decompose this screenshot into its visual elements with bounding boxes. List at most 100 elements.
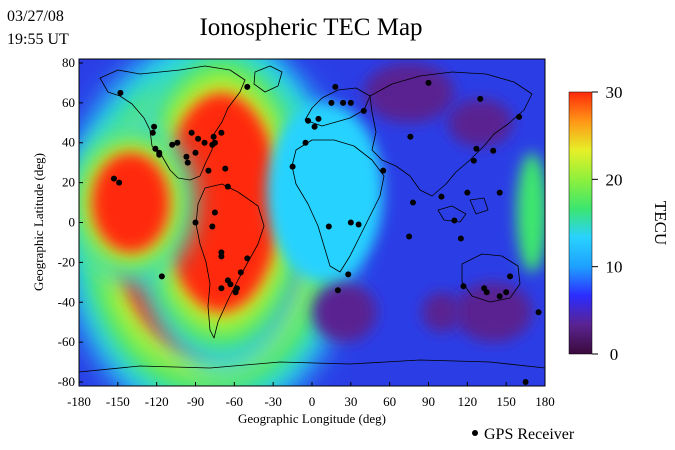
- gps-receiver-dot: [158, 273, 165, 280]
- gps-receiver-dot: [305, 117, 312, 124]
- gps-receiver-dot: [232, 289, 239, 296]
- x-tick-label: -150: [106, 394, 130, 409]
- gps-receiver-dot: [345, 271, 352, 278]
- gps-receiver-dot: [218, 285, 225, 292]
- gps-receiver-dot: [192, 149, 199, 156]
- gps-receiver-dot: [490, 147, 497, 154]
- coastlines: [79, 65, 545, 373]
- gps-receiver-dot: [360, 107, 367, 114]
- gps-receiver-dot: [460, 283, 467, 290]
- gps-receiver-dot: [149, 129, 156, 136]
- y-tick-label: -60: [58, 334, 75, 349]
- gps-receiver-dot: [328, 99, 335, 106]
- y-axis-label: Geographic Latitude (deg): [31, 153, 46, 291]
- x-tick-label: 150: [496, 394, 516, 409]
- colorbar-tick-label: 0: [610, 345, 619, 364]
- gps-receiver-dot: [224, 183, 231, 190]
- gps-receiver-dot: [218, 249, 225, 256]
- gps-receiver-dot: [516, 113, 523, 120]
- gps-receiver-dot: [244, 83, 251, 90]
- gps-receiver-dot: [406, 233, 413, 240]
- page-title: Ionospheric TEC Map: [199, 14, 422, 41]
- colorbar: [568, 91, 593, 355]
- time-label: 19:55 UT: [7, 31, 69, 48]
- gps-receiver-dot: [184, 159, 191, 166]
- gps-receiver-dot: [224, 277, 231, 284]
- tec-region: [312, 282, 377, 343]
- colorbar-tick-label: 10: [606, 258, 623, 277]
- gps-receiver-dot: [117, 89, 124, 96]
- colorbar-tick-label: 30: [606, 83, 623, 102]
- date-label: 03/27/08: [7, 8, 64, 25]
- x-tick-label: -60: [226, 394, 243, 409]
- gps-receiver-dot: [151, 123, 158, 130]
- legend: GPS Receiver: [472, 426, 575, 443]
- gps-receiver-dot: [503, 289, 510, 296]
- gps-receiver-dot: [496, 189, 503, 196]
- x-tick-label: 180: [535, 394, 555, 409]
- gps-receiver-dot: [311, 123, 318, 130]
- gps-receiver-dot: [332, 83, 339, 90]
- gps-receiver-dot: [210, 133, 217, 140]
- gps-receiver-dot: [169, 141, 176, 148]
- legend-label: GPS Receiver: [484, 426, 575, 443]
- gps-receiver-dot: [205, 167, 212, 174]
- y-axis-ticks: 80 60 40 20 0 -20 -40 -60 -80: [58, 55, 83, 389]
- gps-receiver-dot: [483, 289, 490, 296]
- x-tick-label: -180: [67, 394, 91, 409]
- colorbar-ticks: 30 20 10 0: [592, 83, 623, 364]
- x-tick-label: 0: [309, 394, 316, 409]
- gps-receiver-dot: [237, 269, 244, 276]
- x-tick-label: 90: [422, 394, 435, 409]
- gps-receiver-dot: [152, 145, 159, 152]
- y-tick-label: -20: [58, 254, 75, 269]
- gps-receiver-dot: [116, 179, 123, 186]
- y-tick-label: -40: [58, 294, 75, 309]
- x-tick-label: -120: [145, 394, 169, 409]
- gps-receiver-dot: [218, 129, 225, 136]
- colorbar-tick-label: 20: [606, 170, 623, 189]
- x-tick-label: 60: [383, 394, 396, 409]
- gps-receiver-dot: [473, 145, 480, 152]
- x-tick-label: -90: [187, 394, 204, 409]
- y-tick-label: 60: [62, 95, 75, 110]
- tec-field: [79, 59, 545, 386]
- y-tick-label: 0: [69, 215, 76, 230]
- gps-receiver-dot: [110, 175, 117, 182]
- tec-region: [516, 152, 545, 273]
- gps-receiver-dot: [438, 193, 445, 200]
- gps-receiver-dot: [425, 79, 432, 86]
- gps-receiver-dot: [355, 221, 362, 228]
- x-axis-label: Geographic Longitude (deg): [238, 411, 386, 426]
- x-tick-label: 120: [458, 394, 478, 409]
- y-tick-label: 80: [62, 55, 75, 70]
- gps-receiver-dot: [188, 129, 195, 136]
- gps-receiver-dot: [334, 287, 341, 294]
- gps-receiver-dot: [195, 135, 202, 142]
- gps-receiver-dot: [209, 223, 216, 230]
- y-tick-label: 20: [62, 175, 75, 190]
- gps-receiver-dot: [201, 139, 208, 146]
- gps-receiver-dot: [174, 139, 181, 146]
- y-tick-label: 40: [62, 135, 75, 150]
- gps-receiver-dot: [464, 189, 471, 196]
- gps-receiver-dot: [470, 157, 477, 164]
- gps-receiver-dot: [347, 99, 354, 106]
- gps-receiver-dot: [507, 273, 514, 280]
- gps-receiver-dot: [289, 163, 296, 170]
- gps-receivers: [110, 79, 542, 386]
- gps-receiver-dot: [183, 153, 190, 160]
- tec-region: [447, 98, 513, 147]
- gps-receiver-dot: [457, 235, 464, 242]
- gps-receiver-dot: [535, 309, 542, 316]
- gps-receiver-dot: [302, 139, 309, 146]
- gps-receiver-dot: [407, 133, 414, 140]
- gps-receiver-dot: [340, 99, 347, 106]
- gps-receiver-dot: [477, 95, 484, 102]
- gps-receiver-dot: [347, 219, 354, 226]
- gps-receiver-dot: [409, 199, 416, 206]
- tec-region: [91, 152, 170, 253]
- gps-receiver-dot: [315, 115, 322, 122]
- x-tick-label: -30: [264, 394, 281, 409]
